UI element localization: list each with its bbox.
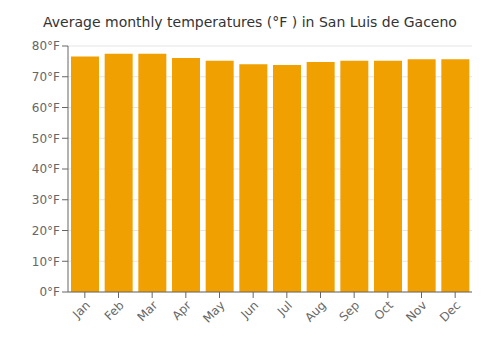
svg-text:70°F: 70°F bbox=[32, 70, 60, 84]
svg-text:Apr: Apr bbox=[169, 298, 194, 323]
svg-text:0°F: 0°F bbox=[39, 285, 60, 299]
svg-text:Jul: Jul bbox=[274, 298, 295, 319]
svg-text:Sep: Sep bbox=[336, 298, 362, 324]
svg-text:30°F: 30°F bbox=[32, 193, 60, 207]
svg-text:Feb: Feb bbox=[102, 298, 127, 323]
svg-text:May: May bbox=[200, 298, 227, 325]
svg-text:50°F: 50°F bbox=[32, 132, 60, 146]
svg-text:20°F: 20°F bbox=[32, 224, 60, 238]
svg-text:Mar: Mar bbox=[134, 298, 160, 324]
svg-text:Oct: Oct bbox=[371, 298, 396, 323]
svg-text:Jun: Jun bbox=[237, 298, 261, 322]
svg-text:60°F: 60°F bbox=[32, 101, 60, 115]
svg-text:Nov: Nov bbox=[403, 298, 429, 324]
svg-text:10°F: 10°F bbox=[32, 255, 60, 269]
svg-text:Aug: Aug bbox=[302, 298, 328, 324]
svg-text:80°F: 80°F bbox=[32, 39, 60, 53]
svg-text:Dec: Dec bbox=[437, 298, 463, 324]
html-text:Average monthly temperatures (: Average monthly temperatures (°F ) in Sa… bbox=[43, 14, 457, 30]
svg-text:Jan: Jan bbox=[69, 298, 93, 322]
svg-text:40°F: 40°F bbox=[32, 162, 60, 176]
